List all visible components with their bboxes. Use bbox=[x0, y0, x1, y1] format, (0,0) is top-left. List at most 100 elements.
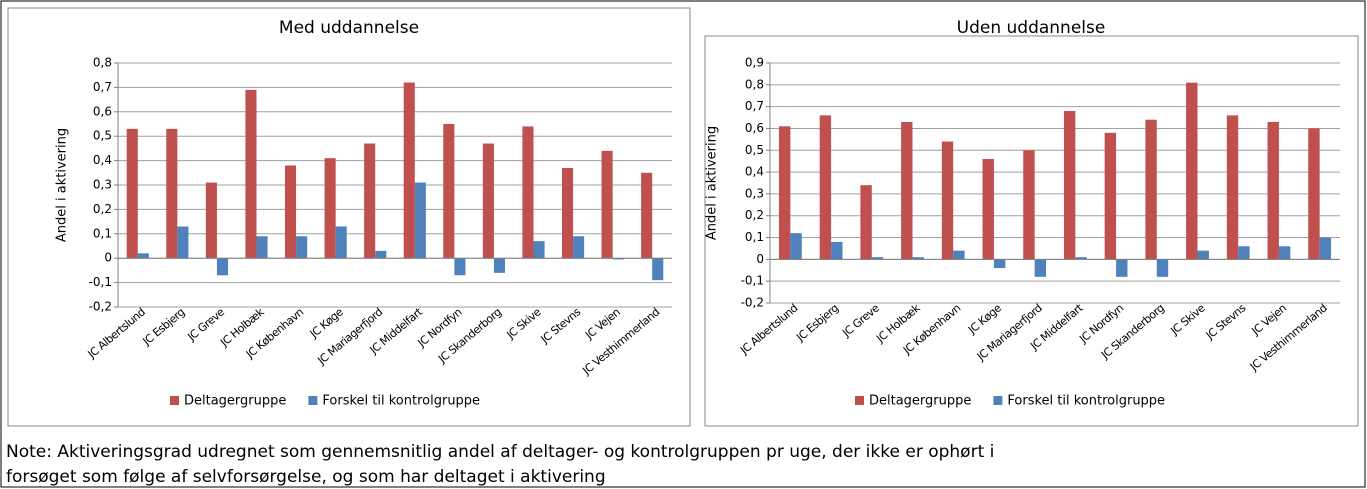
bar bbox=[790, 233, 802, 260]
bar bbox=[364, 143, 376, 259]
y-tick-label: 0,7 bbox=[745, 99, 764, 113]
x-tick-label: JC Vesthimmerland bbox=[1247, 302, 1330, 374]
bar bbox=[641, 172, 653, 259]
bar bbox=[1075, 257, 1087, 260]
y-tick-label: 0 bbox=[104, 251, 112, 265]
bar bbox=[860, 185, 872, 260]
note: Note: Aktiveringsgrad udregnet som genne… bbox=[6, 442, 994, 462]
bar bbox=[1034, 259, 1047, 277]
x-tick-label: JC Stevns bbox=[1203, 301, 1249, 342]
bar bbox=[1156, 259, 1169, 277]
bar bbox=[1145, 119, 1157, 260]
bar bbox=[1226, 115, 1239, 260]
y-tick-label: 0,3 bbox=[93, 178, 112, 192]
bar bbox=[414, 182, 426, 259]
bar bbox=[1116, 259, 1128, 277]
bar bbox=[561, 167, 574, 259]
bar bbox=[1278, 246, 1291, 260]
x-tick-label: JC Skive bbox=[1168, 301, 1208, 338]
bar bbox=[1197, 250, 1209, 260]
bar bbox=[454, 258, 466, 276]
bar bbox=[982, 159, 994, 260]
y-tick-label: 0,6 bbox=[93, 104, 112, 118]
x-tick-label: JC Stevns bbox=[538, 305, 584, 346]
y-tick-label: 0 bbox=[756, 252, 764, 266]
y-tick-label: -0,1 bbox=[89, 275, 112, 289]
y-tick-label: 0,4 bbox=[745, 165, 764, 179]
bar bbox=[612, 258, 624, 260]
y-tick-label: 0,5 bbox=[93, 129, 112, 143]
bar bbox=[819, 115, 832, 260]
bar bbox=[1023, 150, 1035, 260]
bar bbox=[1308, 128, 1320, 260]
legend-swatch bbox=[993, 396, 1003, 405]
bar bbox=[245, 89, 257, 259]
bar bbox=[1319, 237, 1332, 260]
bar bbox=[403, 82, 415, 259]
y-tick-label: 0,2 bbox=[93, 202, 112, 216]
legend-label: Deltagergruppe bbox=[184, 394, 286, 409]
legend-label: Forskel til kontrolgruppe bbox=[322, 394, 480, 409]
x-tick-label: JC Esbjerg bbox=[140, 306, 188, 349]
bar bbox=[601, 150, 613, 259]
y-tick-label: 0,8 bbox=[745, 77, 764, 91]
y-axis-label: Andel i aktivering bbox=[705, 126, 720, 240]
legend-label: Deltagergruppe bbox=[869, 394, 971, 409]
bar bbox=[324, 158, 336, 259]
bar bbox=[1104, 132, 1117, 260]
chart-frame bbox=[7, 7, 691, 427]
y-tick-label: 0,6 bbox=[745, 121, 764, 135]
bar bbox=[1267, 121, 1279, 260]
bar bbox=[482, 143, 494, 259]
y-tick-label: 0,5 bbox=[745, 143, 764, 157]
legend-label: Forskel til kontrolgruppe bbox=[1007, 394, 1165, 409]
x-tick-label: JC Esbjerg bbox=[793, 302, 841, 345]
y-tick-label: -0,2 bbox=[741, 296, 764, 310]
bar bbox=[533, 241, 545, 259]
bar bbox=[941, 141, 954, 260]
y-tick-label: 0,2 bbox=[745, 208, 764, 222]
bar bbox=[375, 250, 387, 259]
note: forsøget som følge af selvforsørgelse, o… bbox=[6, 467, 606, 487]
bar bbox=[1186, 82, 1198, 260]
y-tick-label: 0,1 bbox=[93, 226, 112, 240]
bar bbox=[166, 128, 178, 259]
bar bbox=[871, 257, 884, 260]
bar bbox=[177, 226, 189, 259]
bar bbox=[216, 258, 229, 276]
y-tick-label: 0,1 bbox=[745, 230, 764, 244]
bar bbox=[993, 259, 1006, 269]
bar bbox=[284, 165, 297, 259]
bar bbox=[522, 126, 534, 259]
bar bbox=[912, 257, 924, 260]
chart-title: Uden uddannelse bbox=[957, 18, 1106, 38]
bar bbox=[573, 236, 585, 259]
bar bbox=[953, 250, 965, 260]
legend-swatch bbox=[855, 396, 864, 405]
bar bbox=[652, 258, 664, 281]
bar bbox=[493, 258, 506, 273]
y-tick-label: 0,9 bbox=[745, 56, 764, 70]
bar bbox=[335, 226, 347, 259]
bar bbox=[205, 182, 217, 259]
legend-swatch bbox=[308, 396, 318, 405]
bar bbox=[831, 241, 843, 260]
bar bbox=[256, 236, 268, 259]
y-tick-label: 0,7 bbox=[93, 80, 112, 94]
bar bbox=[137, 253, 149, 259]
y-tick-label: 0,8 bbox=[93, 56, 112, 70]
bar bbox=[443, 124, 455, 259]
bar bbox=[778, 126, 791, 260]
y-axis-label: Andel i aktivering bbox=[55, 128, 70, 242]
bar bbox=[126, 128, 138, 259]
y-tick-label: 0,3 bbox=[745, 186, 764, 200]
x-tick-label: JC Albertslund bbox=[737, 302, 800, 358]
chart-frame bbox=[704, 35, 1359, 427]
x-tick-label: JC Albertslund bbox=[85, 306, 148, 362]
bar bbox=[901, 121, 913, 260]
y-tick-label: 0,4 bbox=[93, 153, 112, 167]
x-tick-label: JC Køge bbox=[965, 301, 1004, 337]
y-tick-label: -0,1 bbox=[741, 274, 764, 288]
